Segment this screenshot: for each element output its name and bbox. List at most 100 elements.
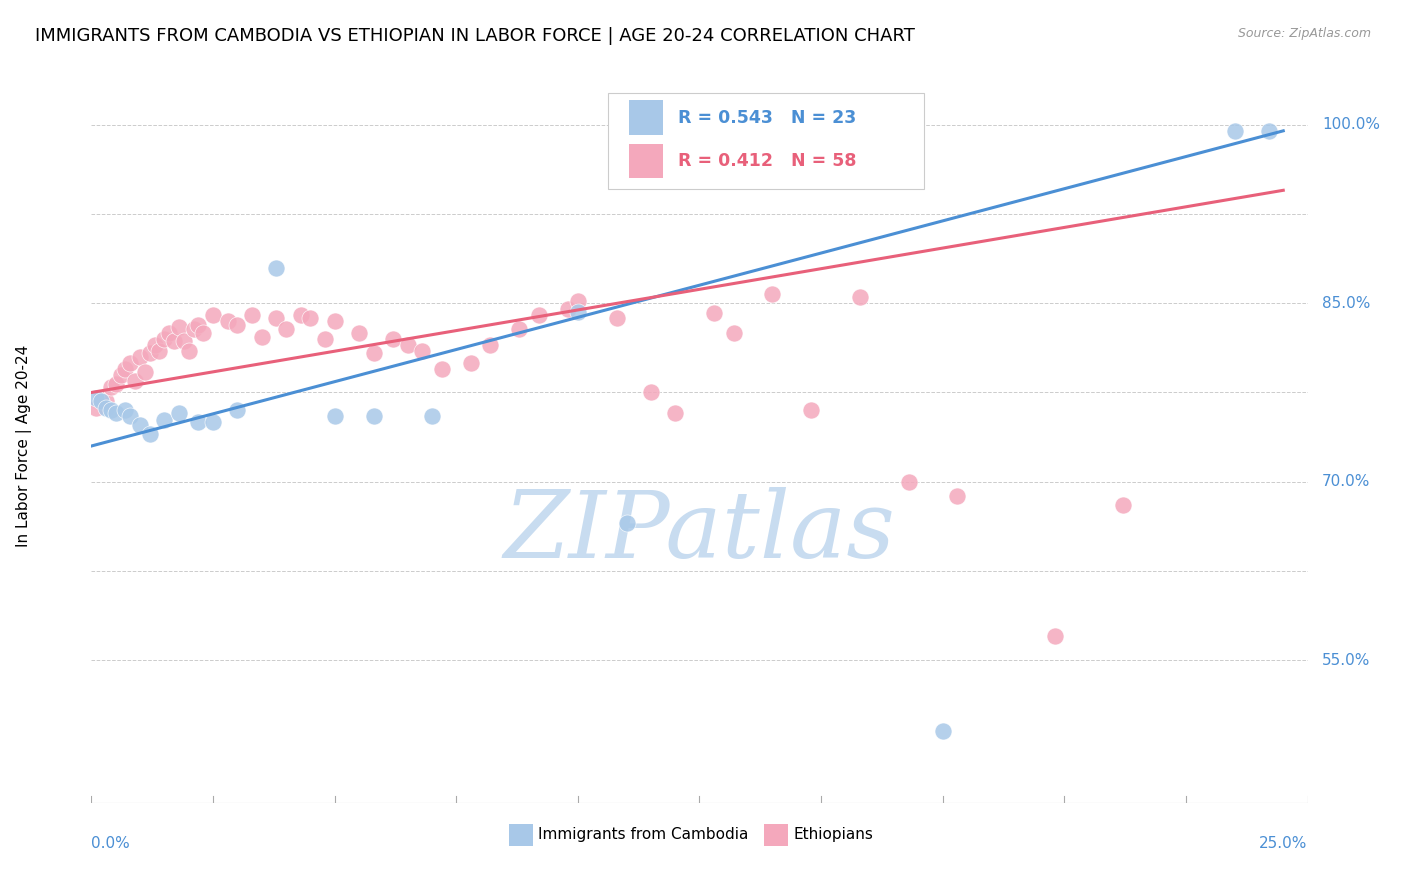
Point	[420, 409, 443, 424]
Point	[640, 385, 662, 400]
Point	[110, 368, 132, 382]
Text: Immigrants from Cambodia: Immigrants from Cambodia	[537, 828, 748, 842]
Point	[323, 409, 346, 424]
Point	[167, 406, 190, 420]
Point	[94, 393, 117, 408]
Point	[157, 326, 180, 340]
Text: 100.0%: 100.0%	[1322, 118, 1381, 132]
Point	[124, 374, 146, 388]
Text: 0.0%: 0.0%	[91, 836, 131, 851]
Point	[173, 334, 195, 349]
Point	[616, 516, 638, 531]
Point	[931, 724, 953, 739]
Point	[167, 320, 190, 334]
Point	[290, 308, 312, 322]
Point	[250, 329, 273, 343]
Bar	[509, 824, 533, 846]
Point	[460, 356, 482, 370]
Point	[153, 332, 176, 346]
Point	[363, 346, 385, 360]
Point	[153, 413, 176, 427]
Point	[264, 310, 287, 325]
Point	[100, 379, 122, 393]
Text: 85.0%: 85.0%	[1322, 296, 1371, 310]
Point	[557, 302, 579, 317]
Point	[703, 306, 725, 320]
Point	[202, 415, 225, 429]
Point	[90, 393, 112, 408]
Point	[202, 308, 225, 322]
Text: In Labor Force | Age 20-24: In Labor Force | Age 20-24	[17, 345, 32, 547]
Point	[606, 310, 628, 325]
Point	[129, 350, 152, 364]
Point	[396, 338, 419, 352]
Point	[143, 338, 166, 352]
Point	[264, 260, 287, 275]
Text: Source: ZipAtlas.com: Source: ZipAtlas.com	[1237, 27, 1371, 40]
FancyBboxPatch shape	[609, 93, 925, 189]
Point	[382, 332, 405, 346]
Point	[84, 392, 107, 406]
Point	[527, 308, 550, 322]
Point	[274, 322, 297, 336]
Point	[946, 489, 969, 503]
Point	[129, 417, 152, 432]
Point	[240, 308, 263, 322]
Point	[1043, 629, 1066, 643]
Point	[363, 409, 385, 424]
Point	[217, 314, 239, 328]
Point	[1257, 124, 1279, 138]
Point	[1223, 124, 1246, 138]
Point	[226, 403, 249, 417]
Point	[314, 332, 336, 346]
Text: Ethiopians: Ethiopians	[793, 828, 873, 842]
Point	[187, 415, 209, 429]
Point	[163, 334, 186, 349]
Text: R = 0.412   N = 58: R = 0.412 N = 58	[678, 152, 856, 169]
Point	[567, 304, 589, 318]
Text: ZIPatlas: ZIPatlas	[503, 487, 896, 576]
Point	[100, 403, 122, 417]
Point	[800, 403, 823, 417]
Point	[567, 293, 589, 308]
Point	[664, 406, 686, 420]
Point	[1112, 499, 1135, 513]
Point	[139, 427, 162, 442]
Text: 25.0%: 25.0%	[1260, 836, 1308, 851]
Point	[177, 343, 200, 358]
Text: R = 0.543   N = 23: R = 0.543 N = 23	[678, 109, 856, 127]
Point	[508, 322, 530, 336]
Point	[226, 318, 249, 332]
Point	[94, 401, 117, 415]
Point	[761, 286, 783, 301]
Point	[479, 338, 502, 352]
Point	[193, 326, 215, 340]
Point	[187, 318, 209, 332]
Point	[299, 310, 322, 325]
Point	[90, 392, 112, 406]
Point	[849, 290, 872, 304]
Point	[134, 365, 156, 379]
Text: 70.0%: 70.0%	[1322, 475, 1371, 489]
Text: 55.0%: 55.0%	[1322, 653, 1371, 667]
Point	[120, 409, 142, 424]
Point	[104, 377, 127, 392]
Point	[323, 314, 346, 328]
Text: IMMIGRANTS FROM CAMBODIA VS ETHIOPIAN IN LABOR FORCE | AGE 20-24 CORRELATION CHA: IMMIGRANTS FROM CAMBODIA VS ETHIOPIAN IN…	[35, 27, 915, 45]
Point	[183, 322, 205, 336]
Point	[897, 475, 920, 489]
Point	[411, 343, 433, 358]
Bar	[763, 824, 789, 846]
Point	[347, 326, 370, 340]
Point	[114, 361, 136, 376]
Bar	[628, 101, 664, 135]
Point	[723, 326, 745, 340]
Point	[139, 346, 162, 360]
Point	[120, 356, 142, 370]
Point	[148, 343, 170, 358]
Bar	[628, 145, 664, 178]
Point	[104, 406, 127, 420]
Point	[430, 361, 453, 376]
Point	[114, 403, 136, 417]
Point	[84, 401, 107, 415]
